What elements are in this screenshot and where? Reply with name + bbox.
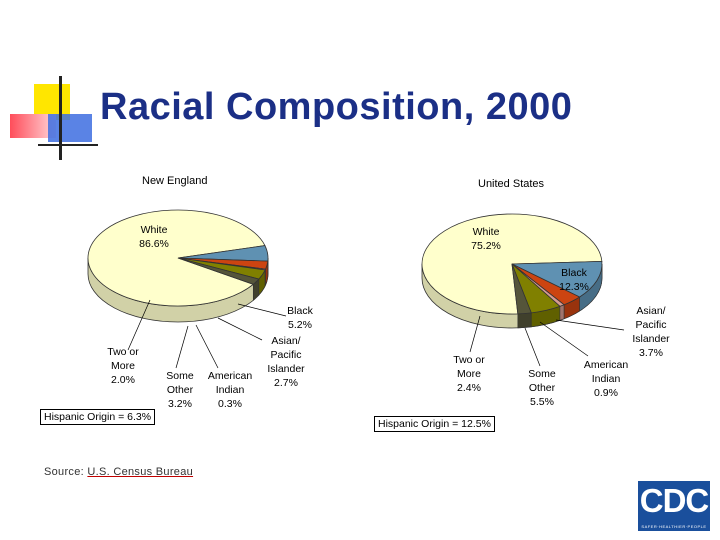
- cdc-logo-tagline: SAFER·HEALTHIER·PEOPLE: [641, 524, 707, 529]
- pie-slice-1-two-or-more: [511, 263, 532, 315]
- leader-line-0: [237, 303, 287, 317]
- leader-line-8: [469, 315, 481, 353]
- pie-slice-1-black: [511, 260, 603, 298]
- label-ne-asian-pacific-islander: Asian/ Pacific Islander 2.7%: [267, 335, 305, 389]
- page-title: Racial Composition, 2000: [100, 86, 573, 128]
- label-us-some-other: Some Other 5.5%: [528, 368, 556, 408]
- leader-line-1: [217, 317, 263, 341]
- label-us-american-indian: American Indian 0.9%: [583, 359, 629, 399]
- label-us-black: Black 12.3%: [559, 267, 589, 293]
- source-link[interactable]: U.S. Census Bureau: [87, 466, 194, 478]
- chart-title-new-england: New England: [142, 175, 208, 187]
- leader-line-7: [524, 327, 541, 367]
- leader-line-4: [127, 299, 151, 351]
- source-prefix: Source:: [44, 466, 88, 478]
- hispanic-origin-united-states: Hispanic Origin = 12.5%: [374, 416, 495, 432]
- label-us-asian-pacific-islander: Asian/ Pacific Islander 3.7%: [632, 305, 670, 359]
- pie-slice-0-two-or-more: [177, 257, 260, 285]
- label-us-white: White 75.2%: [471, 226, 501, 252]
- leader-line-2: [195, 324, 219, 369]
- label-us-two-or-more: Two or More 2.4%: [453, 354, 485, 394]
- pie-side-slice-1-american-indian: [559, 304, 565, 321]
- vertical-rule: [59, 76, 62, 160]
- decorative-corner-graphic: [8, 76, 100, 162]
- pie-slice-0-white: [87, 209, 266, 307]
- blue-square: [48, 114, 92, 142]
- label-ne-black: Black 5.2%: [287, 305, 313, 331]
- label-ne-white: White 86.6%: [139, 224, 169, 250]
- label-ne-american-indian: American Indian 0.3%: [207, 370, 253, 410]
- cdc-logo: CDC SAFER·HEALTHIER·PEOPLE: [638, 481, 710, 531]
- pie-side-slice-1-two-or-more: [517, 312, 532, 329]
- chart-title-united-states: United States: [478, 178, 545, 190]
- leader-line-6: [539, 321, 589, 357]
- leader-line-5: [555, 319, 625, 331]
- pie-1: [421, 213, 603, 329]
- leader-line-3: [175, 325, 189, 369]
- cdc-logo-text: CDC: [639, 482, 710, 519]
- pie-0: [87, 209, 269, 323]
- label-ne-two-or-more: Two or More 2.0%: [107, 346, 139, 386]
- hispanic-origin-new-england: Hispanic Origin = 6.3%: [40, 409, 156, 425]
- horizontal-rule: [38, 144, 98, 146]
- source-line: Source: U.S. Census Bureau: [44, 466, 193, 478]
- label-ne-some-other: Some Other 3.2%: [166, 370, 194, 410]
